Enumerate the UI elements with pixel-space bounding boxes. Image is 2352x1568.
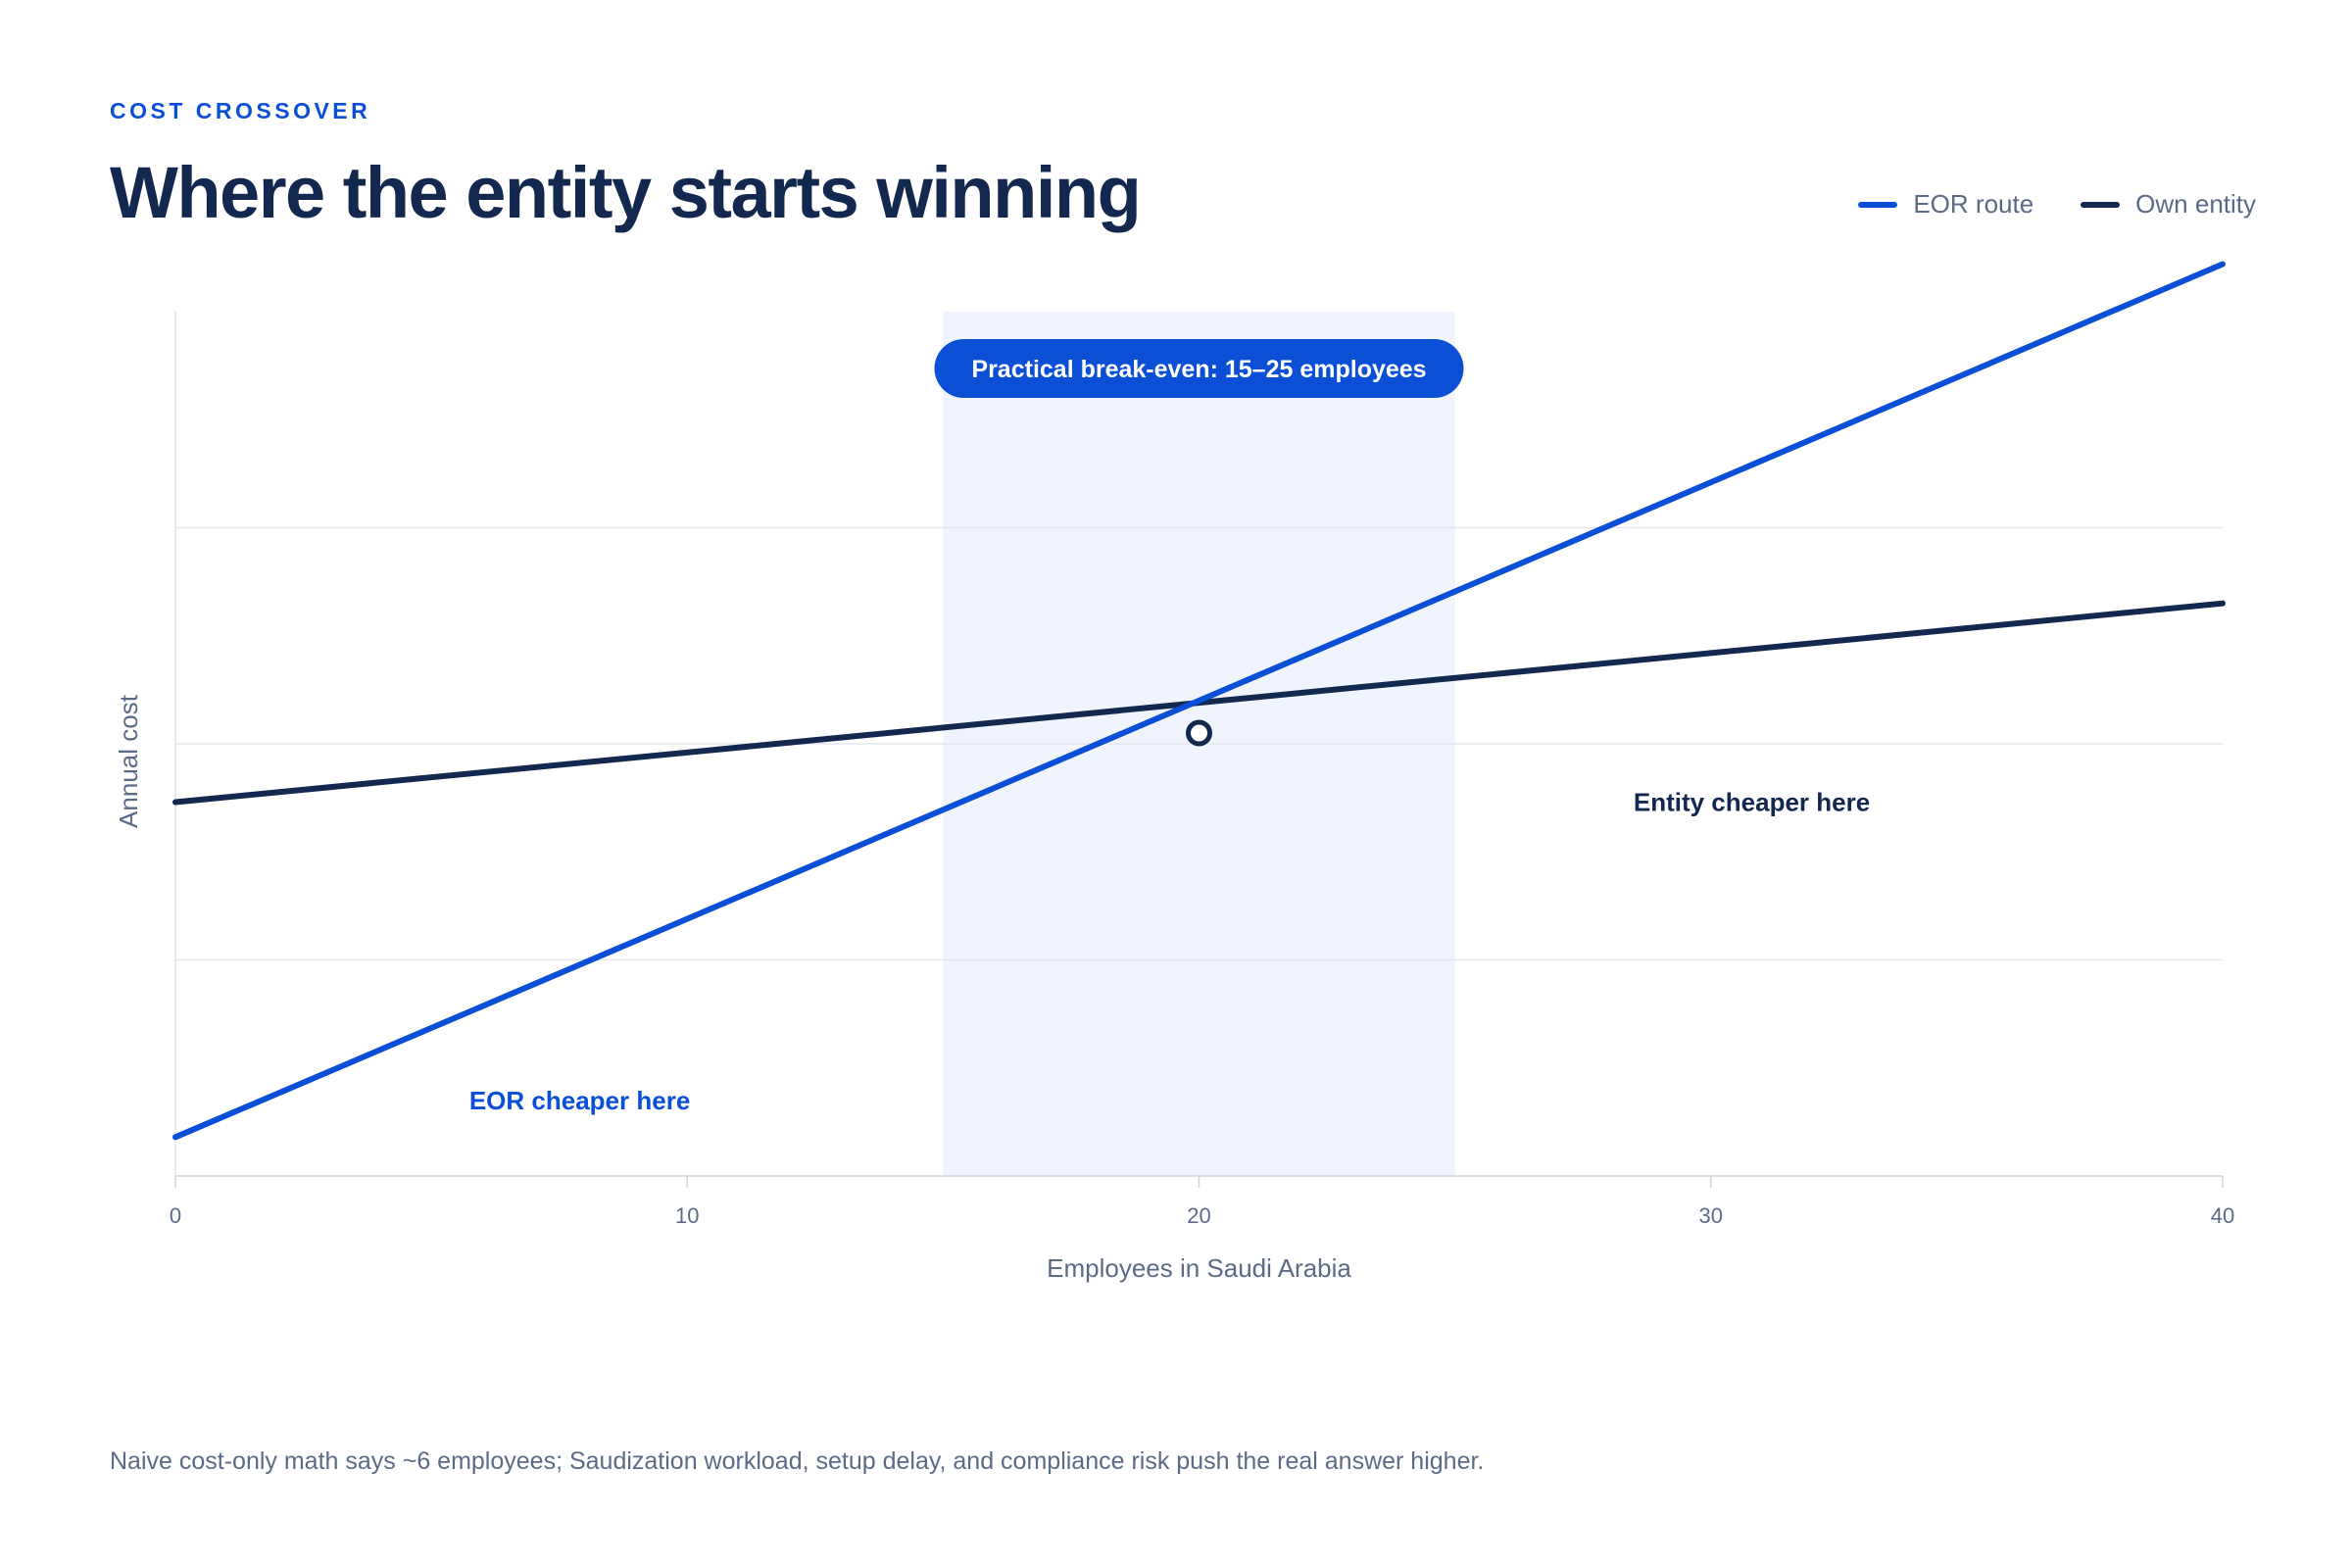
series-line-eor bbox=[172, 261, 2226, 1141]
legend-item-eor: EOR route bbox=[1858, 189, 2034, 220]
chart-legend: EOR route Own entity bbox=[1858, 189, 2256, 220]
break-even-label: Practical break-even: 15–25 employees bbox=[971, 356, 1426, 383]
x-tick-label-1: 10 bbox=[675, 1203, 699, 1228]
x-tick-label-2: 20 bbox=[1187, 1203, 1210, 1228]
annotation-eor-cheaper: EOR cheaper here bbox=[469, 1086, 690, 1115]
legend-label-eor: EOR route bbox=[1913, 189, 2034, 219]
crossover-marker bbox=[1186, 719, 1212, 747]
legend-item-entity: Own entity bbox=[2081, 189, 2256, 220]
y-axis-label: Annual cost bbox=[114, 694, 143, 828]
footnote: Naive cost-only math says ~6 employees; … bbox=[110, 1447, 1485, 1475]
eyebrow: COST CROSSOVER bbox=[110, 98, 371, 123]
x-axis-label: Employees in Saudi Arabia bbox=[1047, 1253, 1351, 1283]
x-tick-label-0: 0 bbox=[170, 1203, 181, 1228]
x-tick-label-4: 40 bbox=[2211, 1203, 2234, 1228]
x-tick-label-3: 30 bbox=[1699, 1203, 1723, 1228]
legend-label-entity: Own entity bbox=[2135, 189, 2256, 219]
break-even-pill bbox=[934, 339, 1464, 398]
legend-swatch-entity bbox=[2081, 201, 2121, 208]
page-title: Where the entity starts winning bbox=[110, 152, 1142, 233]
annotation-entity-cheaper: Entity cheaper here bbox=[1634, 788, 1870, 817]
legend-swatch-eor bbox=[1858, 201, 1898, 208]
